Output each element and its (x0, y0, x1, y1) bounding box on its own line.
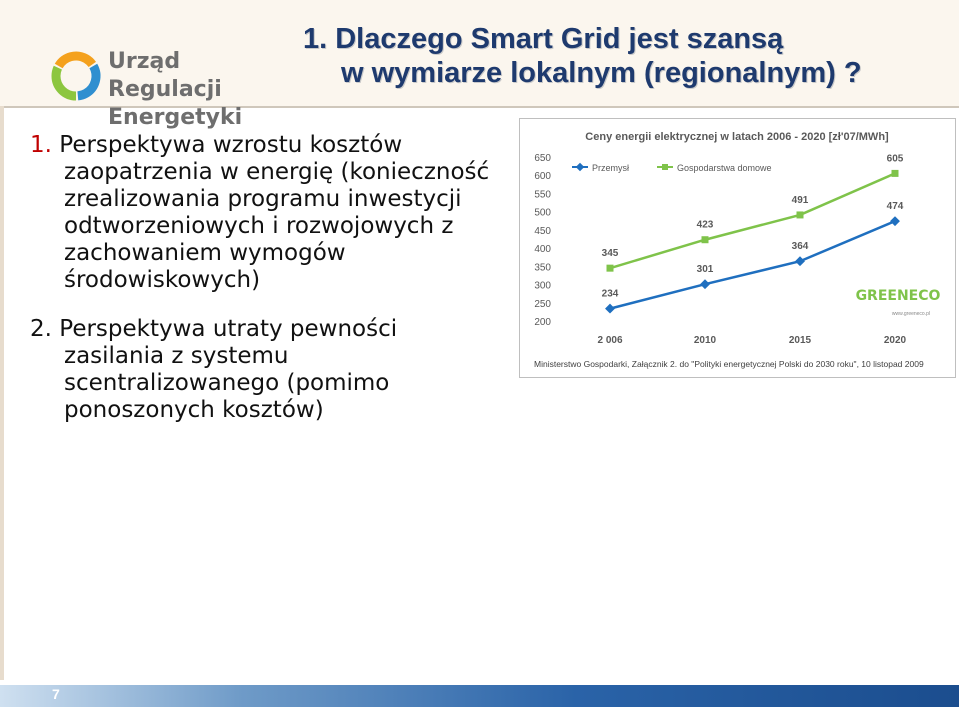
point-2-text: Perspektywa utraty pewności zasilania z … (59, 316, 398, 423)
header-band (0, 0, 959, 108)
legend-marker (662, 164, 668, 170)
x-tick-label: 2 006 (597, 335, 622, 346)
y-tick-label: 650 (534, 153, 551, 164)
point-1-number: 1. (30, 132, 52, 158)
y-tick-label: 300 (534, 281, 551, 292)
slide-content: 1. Perspektywa wzrostu kosztów zaopatrze… (30, 132, 520, 424)
data-label: 474 (887, 201, 904, 212)
data-point (891, 169, 899, 177)
x-tick-label: 2020 (884, 335, 907, 346)
data-label: 345 (602, 248, 619, 259)
legend-label: Przemysł (592, 163, 629, 173)
x-tick-label: 2010 (694, 335, 717, 346)
y-tick-label: 250 (534, 299, 551, 310)
point-2: 2. Perspektywa utraty pewności zasilania… (30, 316, 484, 424)
data-label: 364 (792, 241, 809, 252)
data-point (795, 256, 805, 267)
point-1-text: Perspektywa wzrostu kosztów zaopatrzenia… (59, 132, 490, 293)
data-point (701, 236, 709, 244)
data-point (606, 264, 614, 272)
y-tick-label: 600 (534, 171, 551, 182)
data-label: 301 (697, 264, 714, 275)
greeneco-url: www.greeneco.pl (892, 311, 930, 317)
price-chart-svg: Ceny energii elektrycznej w latach 2006 … (534, 131, 941, 369)
data-label: 423 (697, 220, 714, 231)
ure-logo-icon (51, 51, 101, 101)
chart-source: Ministerstwo Gospodarki, Załącznik 2. do… (534, 359, 924, 369)
data-point (890, 216, 900, 227)
y-tick-label: 550 (534, 189, 551, 200)
x-tick-label: 2015 (789, 335, 812, 346)
y-tick-label: 200 (534, 317, 551, 328)
series-line (609, 172, 896, 270)
legend-marker (575, 162, 585, 172)
data-point (605, 303, 615, 314)
y-tick-label: 350 (534, 262, 551, 273)
page-number: 7 (52, 686, 60, 702)
data-point (700, 279, 710, 290)
slide-title: 1. Dlaczego Smart Grid jest szansą w wym… (303, 22, 862, 90)
price-chart: Ceny energii elektrycznej w latach 2006 … (519, 118, 956, 378)
y-tick-label: 450 (534, 226, 551, 237)
chart-title: Ceny energii elektrycznej w latach 2006 … (585, 131, 889, 143)
y-tick-label: 500 (534, 208, 551, 219)
logo-line2: Energetyki (108, 105, 243, 130)
title-line2: w wymiarze lokalnym (regionalnym) ? (341, 57, 862, 89)
data-label: 605 (887, 153, 904, 164)
logo-line1: Urząd Regulacji (108, 49, 222, 102)
data-label: 491 (792, 195, 809, 206)
y-tick-label: 400 (534, 244, 551, 255)
data-label: 234 (602, 289, 619, 300)
series-line (609, 219, 896, 310)
greeneco-watermark: GREENECO (856, 288, 941, 304)
title-line1: 1. Dlaczego Smart Grid jest szansą (303, 23, 784, 55)
footer-bar (0, 685, 959, 707)
data-point (796, 211, 804, 219)
point-1: 1. Perspektywa wzrostu kosztów zaopatrze… (30, 132, 520, 294)
left-accent-bar (0, 106, 4, 680)
legend-label: Gospodarstwa domowe (677, 163, 772, 173)
point-2-number: 2. (30, 316, 52, 342)
ure-logo: Urząd Regulacji Energetyki (50, 48, 280, 130)
logo-wordmark: Urząd Regulacji Energetyki (108, 48, 280, 132)
